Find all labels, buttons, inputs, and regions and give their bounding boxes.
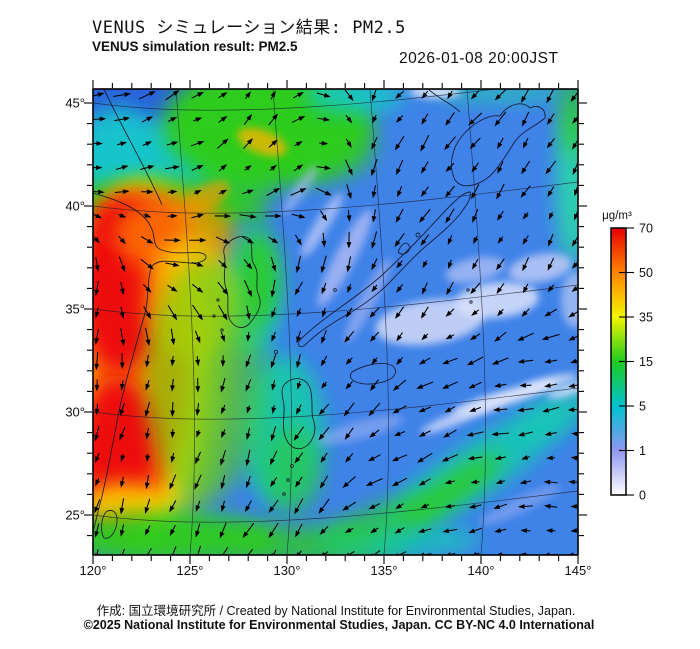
colorbar-tick-label: 50 (639, 266, 653, 280)
colorbar-tick-label: 15 (639, 355, 653, 369)
colorbar-unit-label: μg/m³ (602, 210, 632, 222)
lon-tick-label: 140° (468, 563, 495, 578)
axis-ticks (84, 80, 587, 564)
lon-tick-label: 120° (80, 563, 107, 578)
axis-tick-labels: 120° 125° 130° 135° 140° 145° 45° 40° 35° 30° 25° (65, 96, 591, 579)
pm25-concentration-field (93, 89, 578, 555)
colorbar-tick-label: 1 (639, 444, 646, 458)
colorbar-labels: 70 50 35 15 5 1 0 (639, 222, 653, 503)
coast-honshu (297, 191, 471, 348)
coast-shikoku (349, 363, 396, 385)
wind-vectors (93, 89, 578, 555)
colorbar-tick-label: 5 (639, 400, 646, 414)
lat-tick-label: 25° (65, 508, 85, 523)
lat-tick-label: 45° (65, 96, 85, 111)
attribution-line: 作成: 国立環境研究所 / Created by National Instit… (96, 604, 576, 618)
small-islands (212, 232, 473, 496)
colorbar-tick-label: 35 (639, 311, 653, 325)
coast-noto (397, 242, 411, 255)
colorbar-tick-label: 0 (639, 489, 646, 503)
lon-tick-label: 130° (274, 563, 301, 578)
colorbar: 70 50 35 15 5 1 0 μg/m³ (602, 210, 653, 503)
coast-russia (427, 89, 461, 113)
coastlines (93, 89, 546, 539)
lat-tick-label: 30° (65, 405, 85, 420)
coast-china (93, 192, 207, 533)
coast-korea (223, 236, 261, 328)
lon-tick-label: 145° (565, 563, 592, 578)
coast-taiwan (101, 510, 118, 539)
figure-title-english: VENUS simulation result: PM2.5 (92, 39, 298, 54)
copyright-line: ©2025 National Institute for Environment… (83, 618, 595, 632)
coast-hokkaido (451, 103, 546, 187)
coast-kyushu (281, 378, 316, 450)
lat-tick-label: 40° (65, 199, 85, 214)
map-frame (92, 88, 579, 556)
colorbar-tick-label: 70 (639, 222, 653, 236)
lon-tick-label: 135° (371, 563, 398, 578)
graticule (93, 89, 578, 555)
colorbar-ticks (619, 227, 634, 496)
lat-tick-label: 35° (65, 302, 85, 317)
coast-northeast-china (103, 89, 163, 206)
figure-title-japanese: VENUS シミュレーション結果: PM2.5 (92, 18, 406, 38)
timestamp-label: 2026-01-08 20:00JST (399, 50, 559, 67)
lon-tick-label: 125° (177, 563, 204, 578)
